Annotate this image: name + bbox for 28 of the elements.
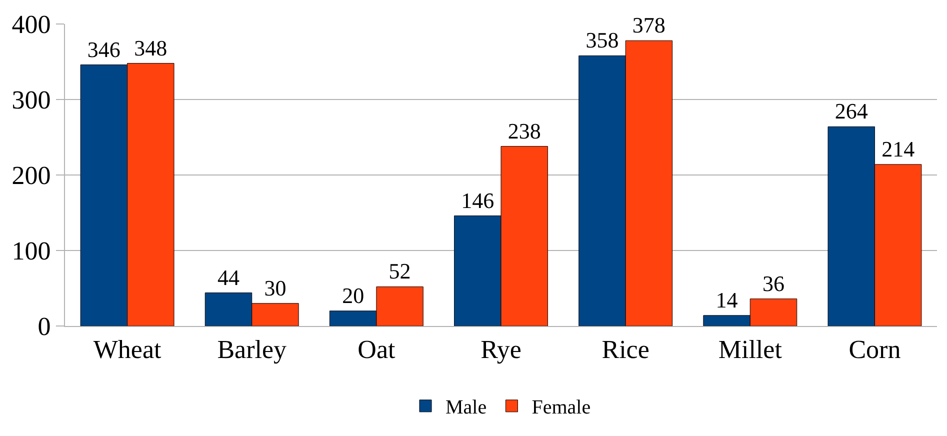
data-label: 238 xyxy=(508,118,541,144)
data-label: 348 xyxy=(134,35,168,60)
data-label: 146 xyxy=(461,188,494,213)
data-label: 52 xyxy=(388,258,411,284)
data-label: 20 xyxy=(342,282,364,308)
x-tick-label: Corn xyxy=(848,335,901,364)
data-label: 44 xyxy=(218,264,240,290)
y-tick-label: 0 xyxy=(38,312,51,342)
data-label: 346 xyxy=(87,36,120,62)
data-label: 378 xyxy=(632,12,666,38)
data-label: 14 xyxy=(716,287,738,312)
x-tick-label: Millet xyxy=(718,335,783,364)
x-tick-label: Wheat xyxy=(93,335,162,364)
data-label: 358 xyxy=(586,28,619,53)
legend-label: Male xyxy=(446,396,487,419)
x-tick-label: Oat xyxy=(358,335,396,364)
data-label: 214 xyxy=(882,136,915,162)
x-tick-label: Barley xyxy=(217,335,287,364)
x-tick-label: Rye xyxy=(480,335,522,364)
y-tick-label: 200 xyxy=(12,161,51,190)
x-tick-label: Rice xyxy=(602,335,650,364)
y-tick-label: 400 xyxy=(12,10,51,40)
y-tick-label: 100 xyxy=(12,236,51,266)
legend-label: Female xyxy=(532,396,591,419)
data-label: 36 xyxy=(762,270,784,296)
y-tick-label: 300 xyxy=(12,86,51,115)
data-label: 264 xyxy=(834,98,868,124)
data-label: 30 xyxy=(264,275,286,300)
